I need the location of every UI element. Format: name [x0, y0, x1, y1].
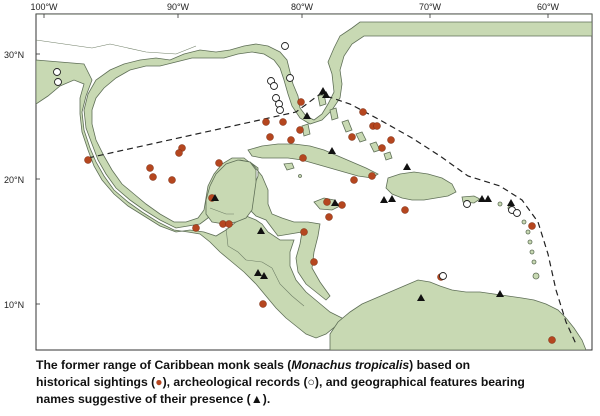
sighting-dot	[175, 149, 183, 157]
archeo-circle	[281, 42, 289, 50]
small-island	[298, 174, 302, 178]
feature-triangle	[322, 91, 330, 98]
feature-triangle	[211, 194, 219, 201]
sighting-dot	[359, 108, 367, 116]
sighting-dot	[387, 136, 395, 144]
sighting-dot	[401, 206, 409, 214]
archeo-circle	[439, 272, 447, 280]
feature-triangle	[260, 272, 268, 279]
lon-label: 80°W	[291, 2, 314, 12]
feature-triangle	[331, 199, 339, 206]
feature-triangle	[484, 195, 492, 202]
archeo-symbol: ○	[307, 375, 315, 389]
feature-symbol: ▲	[250, 392, 263, 406]
mexico-mainland	[36, 59, 347, 339]
sighting-dot	[300, 228, 308, 236]
sighting-dot	[259, 300, 267, 308]
tick-marks	[36, 14, 549, 305]
feature-triangle	[328, 147, 336, 154]
feature-triangle	[257, 227, 265, 234]
feature-triangle	[417, 294, 425, 301]
sighting-dot	[287, 136, 295, 144]
sighting-dot	[338, 201, 346, 209]
sighting-dot	[168, 176, 176, 184]
sighting-dot	[296, 126, 304, 134]
sighting-dot	[310, 258, 318, 266]
sighting-dot	[368, 172, 376, 180]
isle-of-youth	[283, 162, 295, 171]
sighting-dot	[528, 222, 536, 230]
sighting-symbol: ●	[155, 375, 163, 389]
sighting-dot	[548, 336, 556, 344]
archeo-circle	[463, 200, 471, 208]
sighting-dot	[146, 164, 154, 172]
species-name: Monachus tropicalis	[291, 358, 410, 372]
archeo-circle	[286, 74, 294, 82]
sighting-dot	[350, 176, 358, 184]
feature-triangle	[254, 269, 262, 276]
lat-label: 30°N	[4, 50, 24, 60]
sighting-dot	[225, 220, 233, 228]
lon-label: 60°W	[537, 2, 560, 12]
hispaniola-island	[385, 171, 457, 201]
archeological-records	[53, 42, 521, 280]
lon-label: 70°W	[419, 2, 442, 12]
lat-label: 20°N	[4, 175, 24, 185]
latitude-labels: 30°N 20°N 10°N	[4, 50, 24, 310]
sighting-dot	[266, 133, 274, 141]
historical-sightings	[84, 98, 556, 344]
figure-caption: The former range of Caribbean monk seals…	[36, 357, 592, 408]
lon-label: 90°W	[167, 2, 190, 12]
sighting-dot	[262, 118, 270, 126]
sighting-dot	[279, 118, 287, 126]
lat-label: 10°N	[4, 300, 24, 310]
sighting-dot	[215, 159, 223, 167]
archeo-circle	[270, 82, 278, 90]
archeo-circle	[276, 106, 284, 114]
feature-triangle	[303, 112, 311, 119]
place-name-features	[211, 87, 515, 301]
sighting-dot	[373, 122, 381, 130]
bahamas-islands	[301, 93, 393, 161]
sighting-dot	[325, 213, 333, 221]
feature-triangle	[380, 196, 388, 203]
south-america	[329, 279, 587, 350]
north-america-landmass	[36, 14, 592, 301]
archeo-circle	[53, 68, 61, 76]
sighting-dot	[192, 224, 200, 232]
political-borders	[35, 39, 305, 307]
longitude-labels: 100°W 90°W 80°W 70°W 60°W	[30, 2, 559, 12]
feature-triangle	[388, 195, 396, 202]
caption-line-2: historical sightings (●), archeological …	[36, 375, 525, 389]
feature-triangle	[403, 163, 411, 170]
sighting-dot	[323, 198, 331, 206]
archeo-circle	[513, 209, 521, 217]
range-boundary-line	[87, 93, 577, 345]
sighting-dot	[149, 173, 157, 181]
sighting-dot	[297, 98, 305, 106]
caption-line-3: names suggestive of their presence (▲).	[36, 392, 271, 406]
feature-triangle	[478, 195, 486, 202]
sighting-dot	[378, 144, 386, 152]
lon-label: 100°W	[30, 2, 58, 12]
feature-triangle	[319, 87, 327, 94]
caption-line-1: The former range of Caribbean monk seals…	[36, 358, 471, 372]
sighting-dot	[84, 156, 92, 164]
archeo-circle	[54, 78, 62, 86]
sighting-dot	[348, 133, 356, 141]
sighting-dot	[299, 154, 307, 162]
feature-triangle	[507, 199, 515, 206]
feature-triangle	[496, 290, 504, 297]
